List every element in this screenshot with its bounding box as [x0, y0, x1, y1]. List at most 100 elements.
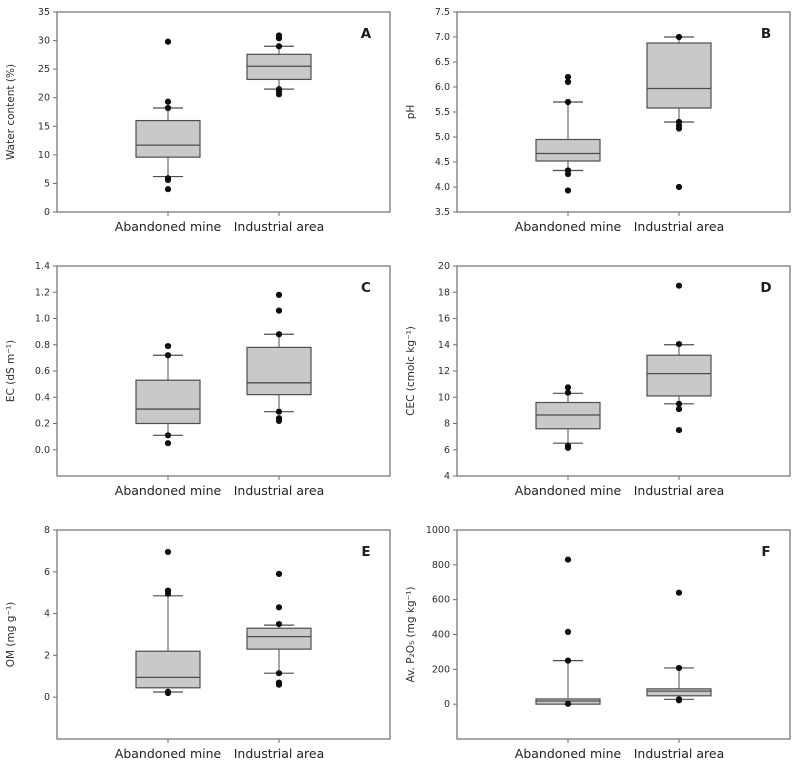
data-point — [564, 389, 572, 396]
y-axis: 4 6 8 10 12 14 16 18 20 — [438, 261, 457, 482]
y-tick-label: 4 — [444, 471, 450, 482]
data-point — [275, 91, 283, 98]
y-axis-title: pH — [405, 105, 417, 120]
data-point — [164, 342, 172, 350]
data-point — [164, 689, 172, 697]
panel-A-chart: 0 5 10 15 20 25 30 35 Water content (%) A Abandone… — [5, 7, 391, 234]
panel-letter: E — [361, 544, 370, 560]
panel-F-chart: 0 200 400 600 800 1000 Av. P₂O₅ (mg kg⁻¹) F Aban… — [405, 525, 791, 761]
y-tick-label: 1.0 — [35, 314, 50, 325]
data-point — [275, 681, 283, 688]
y-tick-label: 4.5 — [435, 157, 450, 168]
boxplot-abandoned-mine — [535, 556, 601, 707]
data-point — [564, 73, 572, 81]
panel-A: 0 5 10 15 20 25 30 35 Water content (%) A Abandone… — [0, 0, 400, 254]
y-axis-title: OM (mg g⁻¹) — [5, 602, 17, 668]
panel-letter: F — [761, 544, 770, 560]
data-point — [164, 548, 172, 556]
data-point — [275, 408, 283, 415]
data-point — [675, 33, 683, 41]
x-category-label: Industrial area — [634, 746, 724, 761]
panel-C: 0.0 0.2 0.4 0.6 0.8 1.0 1.2 1.4 EC (dS m⁻¹) C Aban… — [0, 254, 400, 518]
panel-letter: B — [761, 26, 771, 42]
data-point — [275, 35, 283, 42]
data-point — [564, 556, 572, 563]
y-tick-label: 5 — [44, 178, 50, 189]
boxplot-industrial-area — [246, 32, 312, 98]
data-point — [164, 38, 172, 45]
y-tick-label: 800 — [432, 560, 450, 571]
y-tick-label: 10 — [38, 150, 50, 161]
boxplot-industrial-area — [246, 291, 312, 424]
boxplot-industrial-area — [646, 33, 712, 191]
y-tick-label: 1000 — [426, 525, 450, 536]
data-point — [275, 331, 283, 338]
data-point — [564, 187, 572, 194]
x-category-label: Abandoned mine — [515, 746, 622, 761]
panel-letter: A — [361, 26, 372, 42]
y-tick-label: 600 — [432, 595, 450, 606]
iqr-box — [246, 346, 312, 396]
plot-frame — [56, 529, 391, 740]
y-tick-label: 20 — [38, 93, 50, 104]
data-point — [675, 697, 683, 704]
y-tick-label: 2 — [44, 650, 50, 661]
plot-frame — [56, 11, 391, 213]
iqr-box — [646, 42, 712, 109]
iqr-box — [135, 119, 201, 158]
x-category-label: Industrial area — [234, 746, 324, 761]
data-point — [275, 43, 283, 50]
y-tick-label: 5.0 — [435, 132, 450, 143]
iqr-box — [646, 688, 712, 697]
iqr-box — [135, 379, 201, 425]
y-tick-label: 0.2 — [35, 419, 50, 430]
data-point — [564, 78, 572, 86]
x-category-label: Abandoned mine — [115, 746, 222, 761]
data-point — [275, 307, 283, 314]
data-point — [564, 657, 572, 664]
y-axis: 0.0 0.2 0.4 0.6 0.8 1.0 1.2 1.4 — [35, 261, 57, 456]
x-category-label: Industrial area — [634, 219, 724, 234]
y-tick-label: 0 — [44, 692, 50, 703]
y-tick-label: 1.2 — [35, 287, 50, 298]
y-axis-title: Av. P₂O₅ (mg kg⁻¹) — [405, 587, 417, 683]
x-category-label: Abandoned mine — [515, 483, 622, 498]
iqr-box — [535, 138, 601, 162]
y-tick-label: 35 — [38, 7, 50, 18]
panel-D-chart: 4 6 8 10 12 14 16 18 20 CEC (cmolc kg⁻¹) D Abandone… — [405, 261, 791, 498]
data-point — [675, 125, 683, 132]
y-axis: 3.5 4.0 4.5 5.0 5.5 6.0 6.5 7.0 7.5 — [435, 7, 457, 218]
y-axis: 0 200 400 600 800 1000 — [426, 525, 457, 710]
x-category-label: Abandoned mine — [515, 219, 622, 234]
boxplot-abandoned-mine — [535, 384, 601, 451]
panel-D: 4 6 8 10 12 14 16 18 20 CEC (cmolc kg⁻¹) D Abandone… — [400, 254, 800, 518]
y-tick-label: 0 — [444, 699, 450, 710]
y-tick-label: 6.5 — [435, 57, 450, 68]
data-point — [164, 186, 172, 193]
data-point — [275, 570, 283, 577]
y-tick-label: 10 — [438, 392, 450, 403]
y-axis: 0 5 10 15 20 25 30 35 — [38, 7, 57, 218]
plot-frame — [456, 11, 791, 213]
y-tick-label: 15 — [38, 121, 50, 132]
y-tick-label: 8 — [444, 419, 450, 430]
data-point — [564, 700, 572, 707]
y-tick-label: 6.0 — [435, 82, 450, 93]
y-tick-label: 0.0 — [35, 445, 50, 456]
y-tick-label: 7.0 — [435, 32, 450, 43]
y-tick-label: 1.4 — [35, 261, 50, 272]
data-point — [164, 440, 172, 447]
iqr-box — [246, 627, 312, 650]
y-tick-label: 8 — [44, 525, 50, 536]
x-category-label: Industrial area — [234, 483, 324, 498]
data-point — [675, 405, 683, 413]
y-axis-title: CEC (cmolc kg⁻¹) — [405, 326, 417, 416]
iqr-box — [535, 401, 601, 430]
data-point — [164, 432, 172, 439]
y-tick-label: 18 — [438, 287, 450, 298]
boxplot-abandoned-mine — [135, 548, 201, 697]
data-point — [675, 664, 683, 672]
data-point — [275, 670, 283, 677]
panel-E: 0 2 4 6 8 OM (mg g⁻¹) E Abandoned mine Industria… — [0, 518, 400, 781]
y-tick-label: 14 — [438, 340, 450, 351]
